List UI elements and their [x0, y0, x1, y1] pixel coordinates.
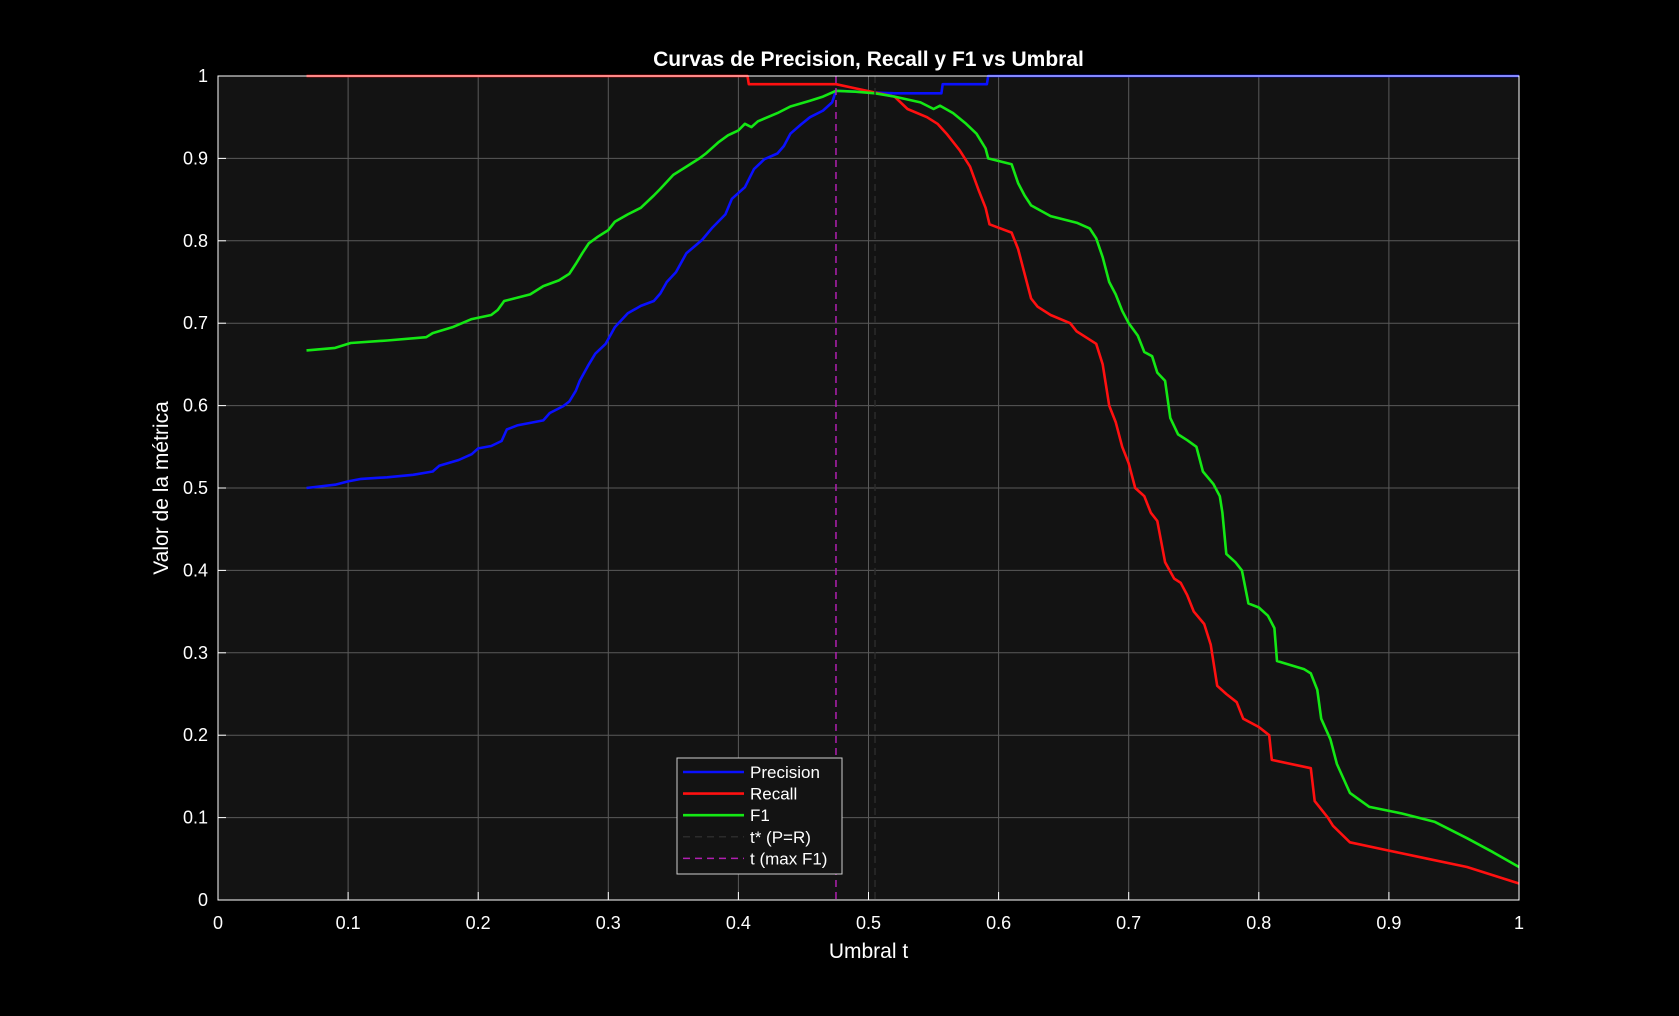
legend: Precision Recall F1 t* (P=R) t (max F1) — [676, 757, 843, 875]
y-tick-label: 0.4 — [183, 560, 208, 580]
legend-label-t-max-f1: t (max F1) — [750, 849, 827, 868]
y-tick-label: 0.5 — [183, 478, 208, 498]
x-tick-label: 0.1 — [336, 913, 361, 933]
x-tick-label: 0.4 — [726, 913, 751, 933]
y-tick-label: 0.6 — [183, 396, 208, 416]
y-tick-label: 0.2 — [183, 725, 208, 745]
series-lines — [306, 74, 1520, 900]
x-tick-label: 0.8 — [1246, 913, 1271, 933]
axes-frame — [217, 75, 1520, 901]
x-tick-label: 0.7 — [1116, 913, 1141, 933]
y-axis-label: Valor de la métrica — [150, 401, 173, 575]
y-tick-label: 0.8 — [183, 231, 208, 251]
x-tick-label: 0.3 — [596, 913, 621, 933]
x-tick-label: 0.9 — [1376, 913, 1401, 933]
legend-label-t-p-r: t* (P=R) — [750, 828, 811, 847]
y-tick-label: 0.9 — [183, 148, 208, 168]
x-axis-label: Umbral t — [829, 940, 909, 963]
legend-label-precision: Precision — [750, 763, 820, 782]
legend-label-recall: Recall — [750, 785, 797, 804]
x-tick-label: 0.6 — [986, 913, 1011, 933]
tick-labels: 0 0.1 0.2 0.3 0.4 0.5 0.6 0.7 0.8 0.9 1 0 0.1 0.2 0.3 0… — [183, 66, 1524, 933]
y-tick-label: 0.7 — [183, 313, 208, 333]
x-tick-label: 1 — [1514, 913, 1524, 933]
x-tick-label: 0.2 — [466, 913, 491, 933]
x-tick-label: 0.5 — [856, 913, 881, 933]
y-tick-label: 0 — [198, 890, 208, 910]
y-tick-label: 0.1 — [183, 808, 208, 828]
chart-title: Curvas de Precision, Recall y F1 vs Umbr… — [653, 48, 1084, 71]
y-tick-label: 0.3 — [183, 643, 208, 663]
y-tick-label: 1 — [198, 66, 208, 86]
legend-label-f1: F1 — [750, 806, 770, 825]
x-tick-label: 0 — [213, 913, 223, 933]
legend-entries: Precision Recall F1 t* (P=R) t (max F1) — [683, 763, 827, 868]
recall-line — [306, 74, 1520, 885]
f1-line — [306, 89, 1520, 869]
